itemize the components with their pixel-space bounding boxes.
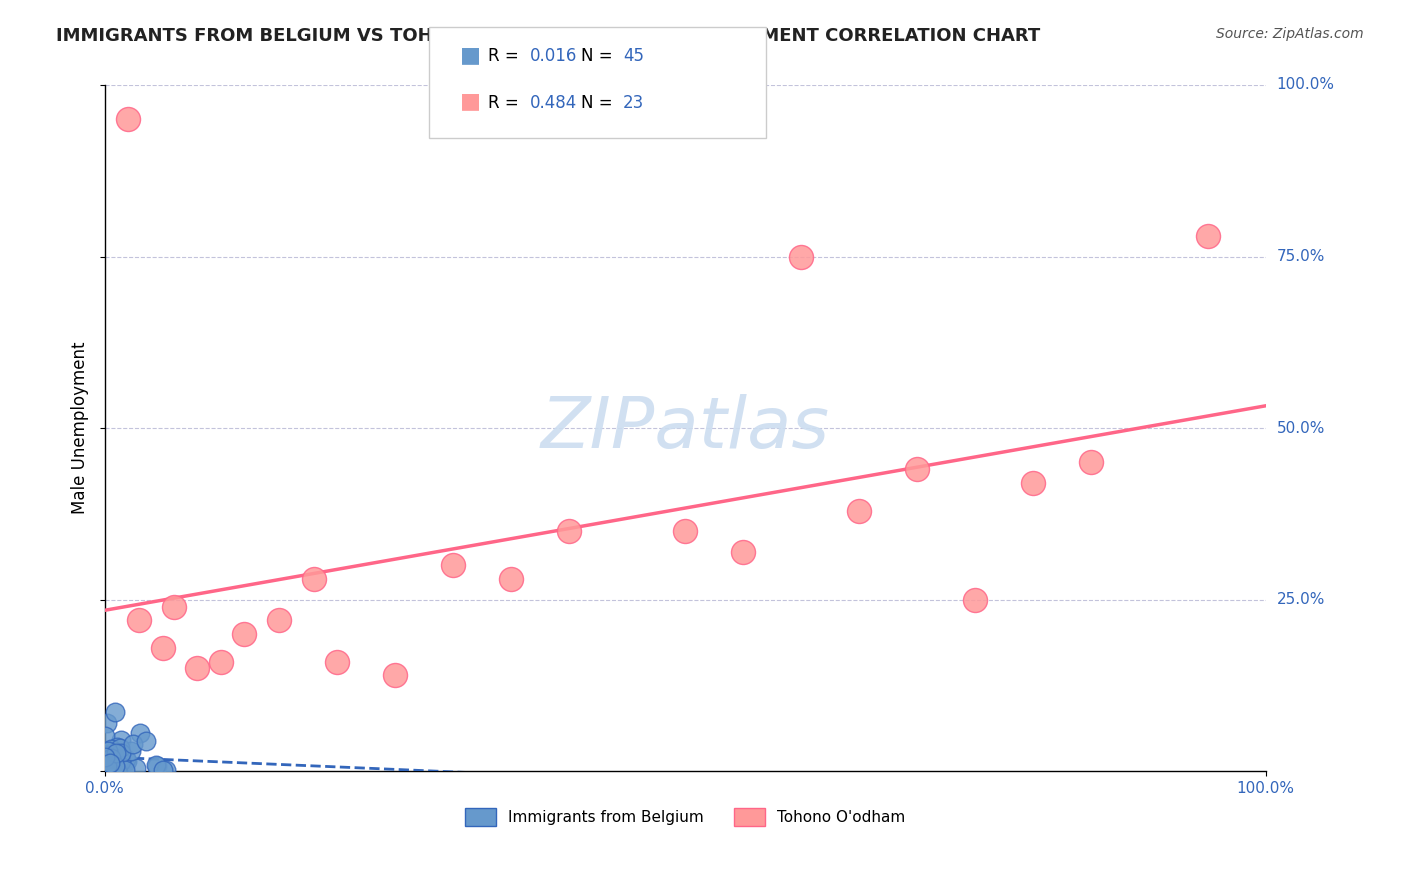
Point: [101, 749, 124, 764]
Point: [209, 655, 232, 669]
Legend: Immigrants from Belgium, Tohono O'odham: Immigrants from Belgium, Tohono O'odham: [458, 802, 911, 832]
Point: [96, 759, 118, 773]
Text: 45: 45: [623, 47, 644, 65]
Text: 0.484: 0.484: [530, 94, 578, 112]
Point: [965, 592, 987, 607]
Text: N =: N =: [581, 47, 617, 65]
Point: [97, 759, 120, 773]
Text: 50.0%: 50.0%: [1277, 421, 1324, 435]
Point: [905, 462, 928, 476]
Point: [441, 558, 464, 573]
Point: [97, 764, 120, 778]
Text: IMMIGRANTS FROM BELGIUM VS TOHONO O'ODHAM MALE UNEMPLOYMENT CORRELATION CHART: IMMIGRANTS FROM BELGIUM VS TOHONO O'ODHA…: [56, 27, 1040, 45]
Point: [1022, 476, 1045, 491]
Point: [120, 744, 142, 758]
Point: [114, 764, 136, 778]
Text: 23: 23: [623, 94, 644, 112]
Point: [155, 763, 177, 777]
Point: [108, 741, 131, 756]
Point: [100, 760, 122, 774]
Point: [117, 112, 139, 127]
Point: [107, 740, 129, 755]
Point: [103, 758, 125, 772]
Point: [186, 661, 208, 675]
Point: [100, 742, 122, 756]
Point: [499, 572, 522, 586]
Point: [384, 668, 406, 682]
Point: [101, 764, 124, 778]
Point: [152, 640, 174, 655]
Point: [1080, 455, 1102, 469]
Point: [128, 613, 150, 627]
Point: [110, 747, 132, 761]
Point: [122, 737, 145, 751]
Point: [146, 759, 169, 773]
Point: [124, 761, 146, 775]
Point: [94, 750, 117, 764]
Point: [848, 503, 870, 517]
Point: [96, 759, 118, 773]
Point: [97, 761, 120, 775]
Point: [117, 754, 139, 768]
Text: 25.0%: 25.0%: [1277, 592, 1324, 607]
Point: [152, 763, 174, 777]
Point: [105, 747, 128, 761]
Point: [673, 524, 696, 538]
Point: [94, 747, 117, 762]
Point: [94, 744, 117, 758]
Text: R =: R =: [488, 47, 524, 65]
Text: 75.0%: 75.0%: [1277, 249, 1324, 264]
Point: [94, 764, 117, 778]
Point: [558, 524, 581, 538]
Point: [104, 705, 127, 719]
Point: [96, 716, 118, 731]
Text: 100.0%: 100.0%: [1277, 78, 1334, 93]
Y-axis label: Male Unemployment: Male Unemployment: [72, 342, 89, 515]
Point: [94, 730, 117, 744]
Point: [733, 545, 755, 559]
Point: [128, 726, 150, 740]
Text: ZIPatlas: ZIPatlas: [540, 393, 830, 463]
Text: N =: N =: [581, 94, 617, 112]
Point: [145, 758, 167, 772]
Point: [104, 759, 127, 773]
Point: [110, 754, 132, 768]
Text: ■: ■: [460, 45, 481, 65]
Point: [100, 760, 122, 774]
Point: [100, 751, 122, 765]
Point: [110, 754, 132, 768]
Point: [98, 756, 121, 770]
Point: [326, 655, 349, 669]
Point: [96, 762, 118, 776]
Point: [267, 613, 290, 627]
Text: R =: R =: [488, 94, 524, 112]
Point: [232, 627, 254, 641]
Point: [1197, 229, 1219, 244]
Point: [790, 250, 813, 264]
Text: ■: ■: [460, 92, 481, 112]
Point: [96, 762, 118, 776]
Point: [163, 599, 186, 614]
Point: [97, 744, 120, 758]
Point: [115, 752, 138, 766]
Text: Source: ZipAtlas.com: Source: ZipAtlas.com: [1216, 27, 1364, 41]
Point: [105, 764, 128, 779]
Text: 0.016: 0.016: [530, 47, 578, 65]
Point: [135, 734, 157, 748]
Point: [110, 733, 132, 747]
Point: [97, 757, 120, 772]
Point: [302, 572, 325, 586]
